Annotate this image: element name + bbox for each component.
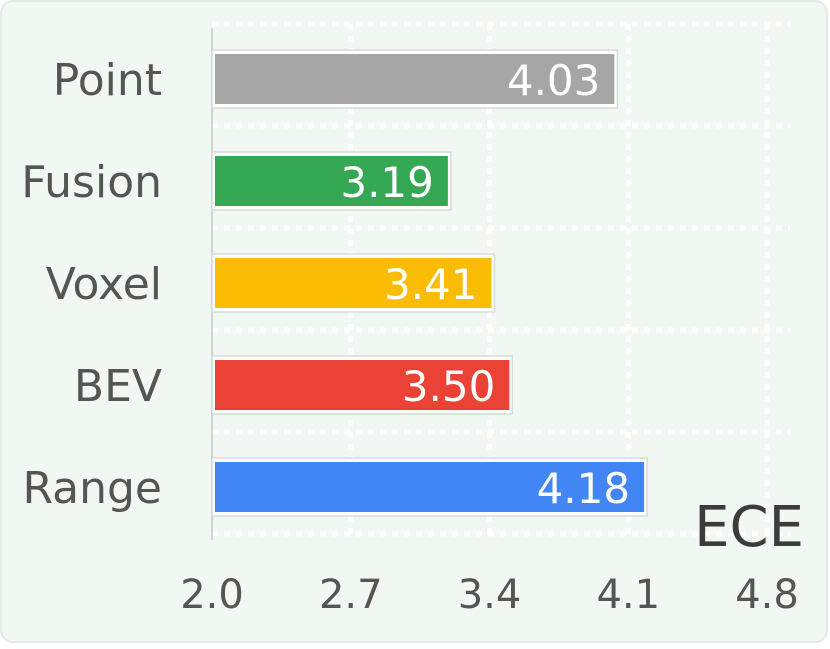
grid-lines: [212, 21, 790, 540]
x-tick-label: 3.4: [458, 572, 522, 618]
category-label: Fusion: [21, 157, 162, 208]
bar-value-label: 3.19: [340, 158, 434, 207]
x-axis-label: ECE: [694, 495, 804, 560]
bar-value-label: 3.50: [402, 362, 496, 411]
category-label: Voxel: [46, 259, 162, 310]
bar-value-label: 4.03: [507, 56, 601, 105]
x-tick-label: 4.8: [735, 572, 799, 618]
bar-value-label: 3.41: [384, 260, 478, 309]
category-label: Point: [53, 55, 162, 106]
bar-value-label: 4.18: [537, 464, 631, 513]
category-labels: Point Fusion Voxel BEV Range: [21, 55, 162, 514]
x-tick-labels: 2.0 2.7 3.4 4.1 4.8: [180, 572, 799, 618]
bar: [215, 258, 492, 308]
x-tick-label: 2.7: [319, 572, 383, 618]
x-tick-label: 4.1: [596, 572, 660, 618]
bars: 4.03 3.19 3.41 3.50 4.18: [211, 49, 648, 517]
x-tick-label: 2.0: [180, 572, 244, 618]
category-label: Range: [23, 463, 162, 514]
category-label: BEV: [74, 361, 162, 412]
bar: [215, 360, 510, 410]
bar: [215, 156, 448, 206]
bar: [215, 462, 645, 512]
bar: [215, 54, 615, 104]
